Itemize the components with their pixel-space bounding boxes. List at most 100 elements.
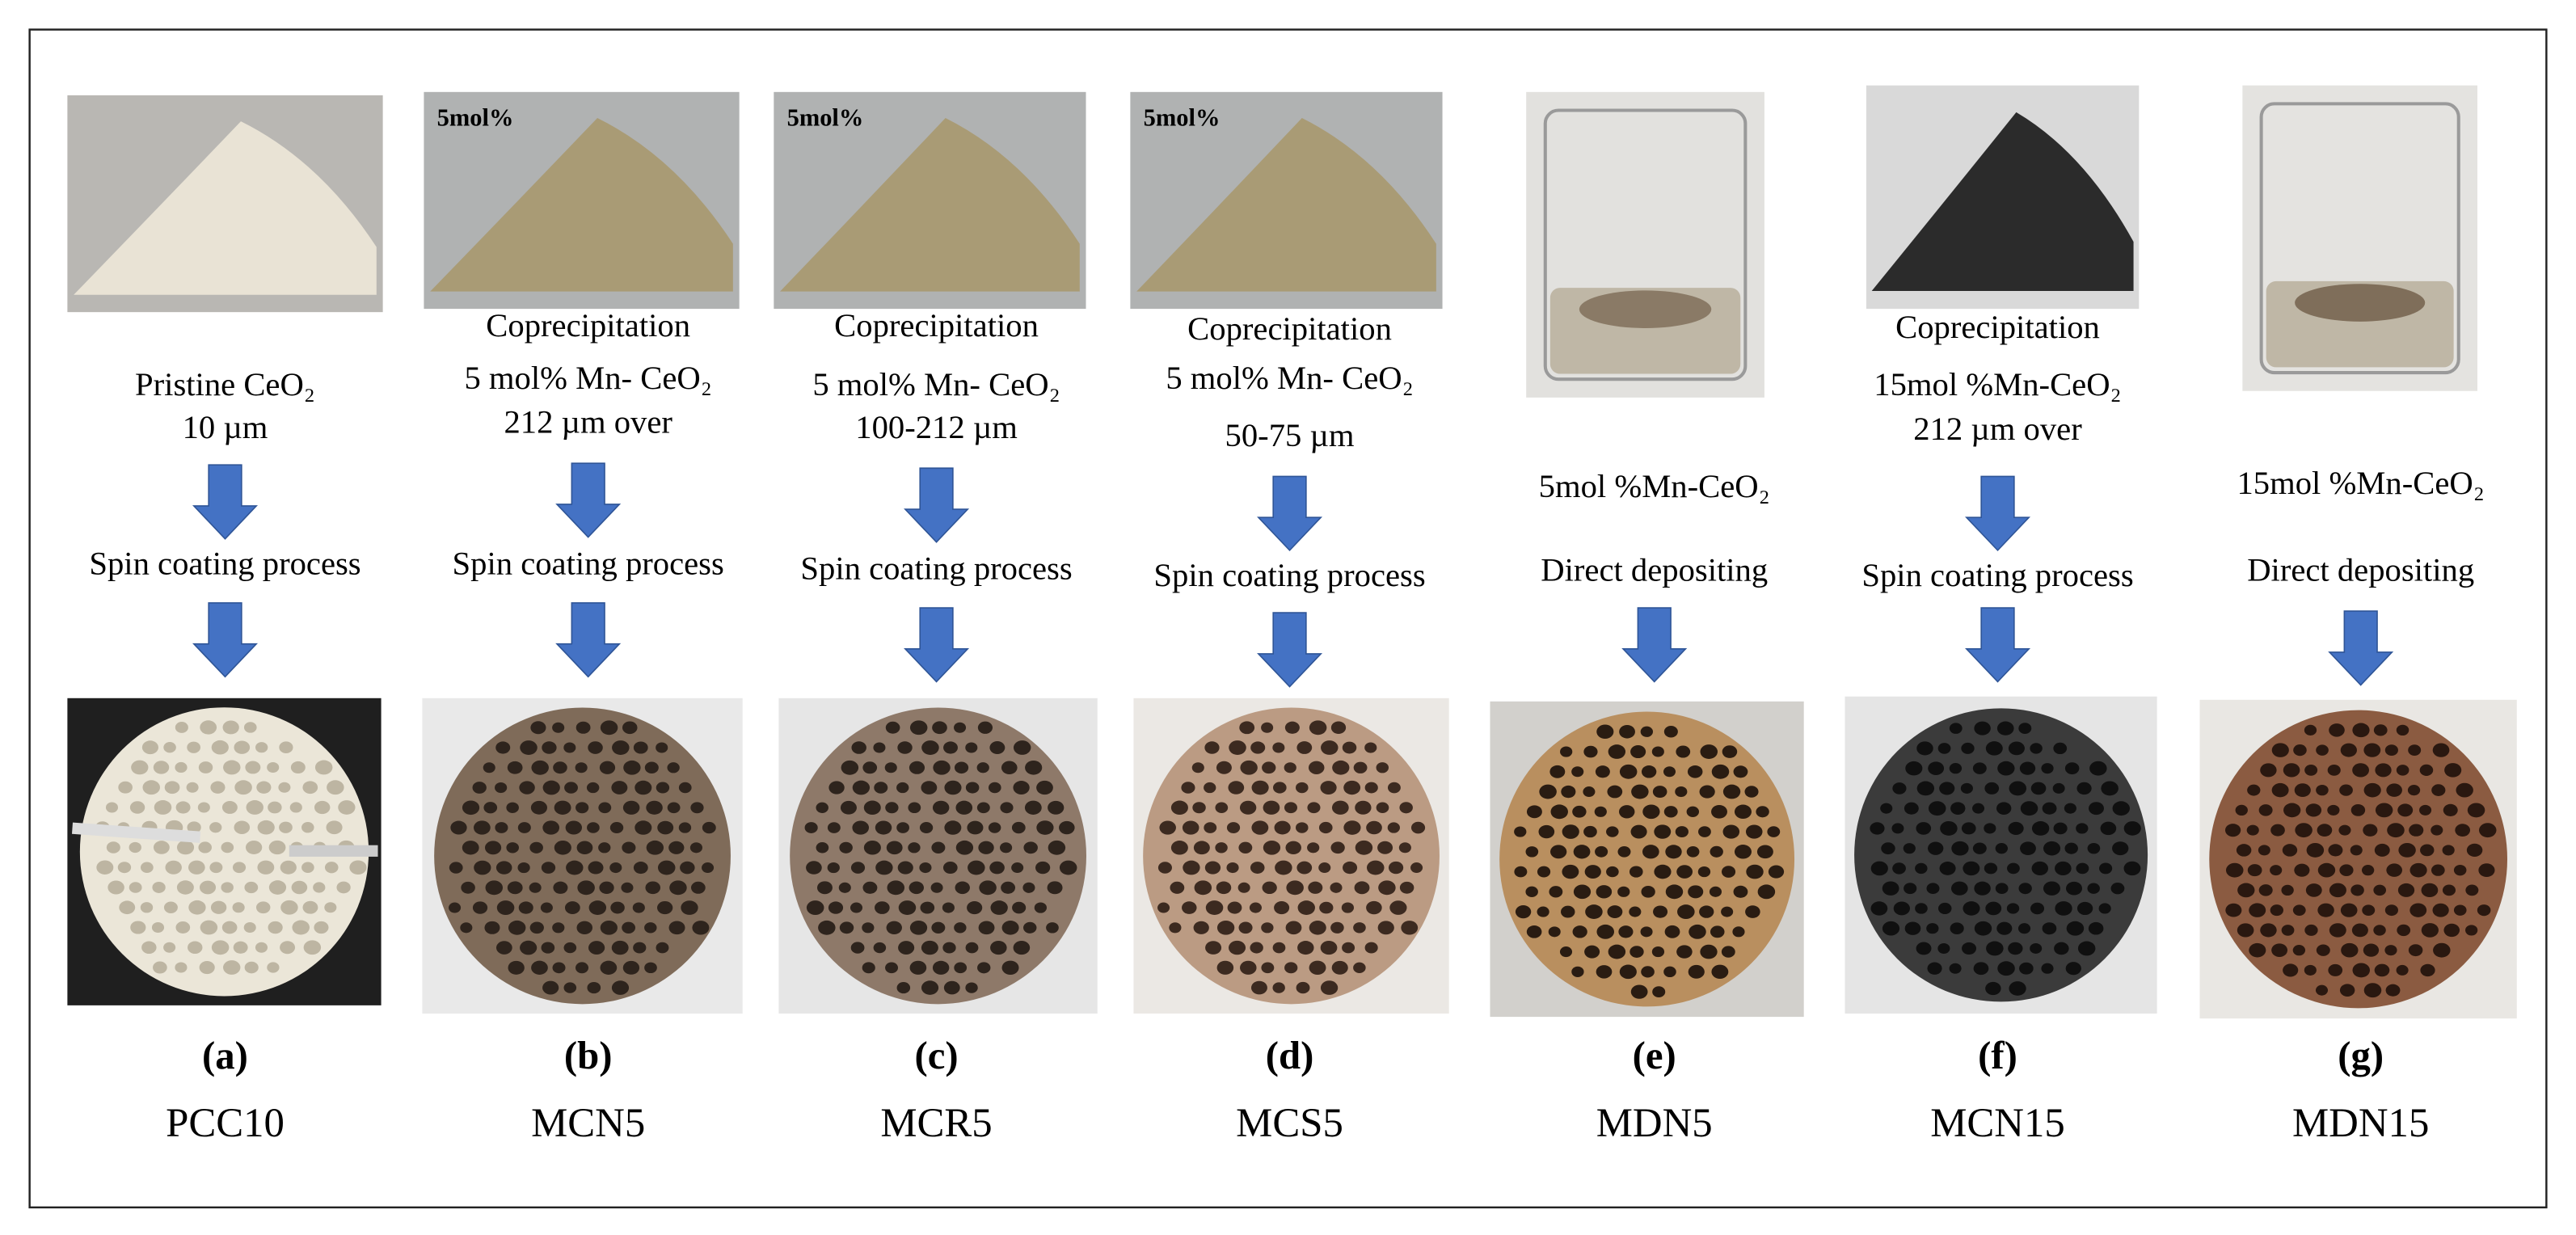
foam-pore [1549,886,1563,898]
foam-pore [2338,824,2351,836]
foam-pore [2031,861,2049,875]
foam-pore [290,761,306,774]
foam-pore [1194,880,1212,896]
foam-pore [245,841,263,854]
foam-pore [1687,765,1703,778]
foam-pore [1972,803,1985,814]
foam-pore [1962,942,1977,955]
foam-pore [1331,960,1348,975]
foam-pore [1307,842,1320,854]
foam-pore [1238,921,1253,934]
foam-pore [1343,780,1361,795]
foam-pore [644,761,659,774]
foam-pore [1916,741,1933,756]
foam-pore [496,900,515,915]
foam-pore [2077,941,2096,956]
foam-pore [234,820,251,834]
foam-pore [200,720,217,735]
foam-pore [2087,883,2100,894]
foam-pore [921,740,939,755]
foam-pore [313,882,326,893]
foam-pore [942,942,956,954]
foam-pore [1296,782,1309,794]
foam-pore [1561,785,1576,799]
foam-pore [506,802,519,813]
foam-pore [988,822,1001,833]
down-arrow [1965,607,2031,683]
foam-pore [2408,944,2423,957]
foam-pore [1617,845,1631,858]
foam-pore [2316,744,2329,756]
foam-pore [2339,784,2353,796]
foam-pore [1688,964,1705,979]
foam-pore [852,780,871,795]
foam-pore [495,941,512,955]
foam-pore [2350,803,2366,816]
panel-letter: (e) [1633,1034,1676,1077]
foam-pore [151,921,165,934]
foam-pore [840,800,857,815]
foam-pore [896,822,909,833]
foam-pore [1640,926,1653,938]
foam-pore [886,921,902,934]
foam-pore [508,920,526,935]
foam-pore [1205,941,1222,955]
foam-pore [2283,803,2301,818]
foam-pore [1514,826,1527,837]
foam-pore [542,780,560,795]
foam-pore [223,760,241,775]
foam-pore [2066,881,2083,896]
foam-pore [885,962,899,974]
foam-pore [1722,824,1740,839]
foam-pore [289,802,302,813]
foam-pore [2258,804,2273,816]
foam-pore [1950,802,1966,815]
foam-pore [301,862,314,873]
foam-pore [2225,862,2244,878]
foam-pore [1928,841,1944,855]
foam-pore [118,781,133,794]
foam-pore [483,802,498,814]
sample-name: PCC10 [166,1100,285,1145]
foam-pore [2258,845,2270,856]
foam-pore [1608,944,1626,959]
foam-pore [1711,964,1729,980]
foam-pore [1204,741,1220,754]
foam-pore [2420,844,2435,857]
foam-pore [1561,905,1575,918]
foam-pore [954,922,967,934]
foam-pore [2306,842,2325,858]
foam-pore [483,762,495,773]
foam-pore [105,802,119,813]
foam-pore [106,841,120,854]
foam-pore [267,761,280,773]
foam-pore [897,861,913,875]
foam-pore [1734,804,1752,820]
photo-label: 5mol% [1144,103,1221,131]
foam-pore [955,881,970,895]
foam-pore [656,900,673,915]
foam-pore [2466,843,2483,858]
foam-pore [2352,963,2371,978]
foam-pore [587,981,601,994]
foam-pore [635,780,652,795]
foam-pore [862,922,875,934]
foam-pore [1191,762,1204,773]
foam-pore [2453,904,2467,916]
foam-pore [279,741,293,754]
foam-pore [2316,944,2330,956]
foam-pore [2375,763,2392,778]
foam-pore [1355,800,1372,815]
foam-pore [1606,826,1619,837]
foam-pore [1023,841,1038,854]
foam-pore [2087,842,2101,854]
foam-pore [2419,804,2432,816]
foam-pore [827,822,841,833]
foam-pore [243,722,257,733]
foam-pore [1972,762,1987,774]
foam-pore [152,882,166,893]
description-line: 5mol %Mn-CeO₂ [1539,468,1770,504]
foam-pore [1526,805,1542,819]
foam-pore [1036,780,1053,795]
foam-pore [1721,906,1734,917]
